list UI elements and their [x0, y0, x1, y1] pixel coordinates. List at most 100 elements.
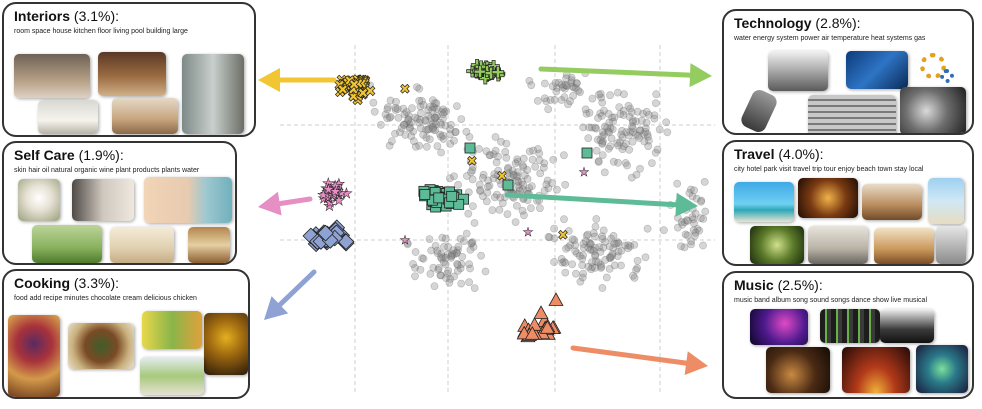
data-point [596, 247, 605, 256]
data-point [691, 231, 699, 240]
data-point [561, 84, 569, 93]
data-point [531, 162, 540, 171]
data-point [613, 252, 622, 260]
cluster-point [524, 326, 540, 340]
arrow-shaft [570, 345, 689, 366]
data-point [697, 196, 706, 205]
data-point [466, 157, 475, 165]
cluster-point: ★ [333, 187, 346, 203]
data-point [513, 172, 522, 180]
data-point [509, 170, 518, 179]
data-point [451, 127, 460, 136]
data-point [490, 170, 499, 178]
data-point [636, 126, 645, 135]
cluster-point: ✖ [359, 76, 371, 92]
data-point [428, 106, 437, 114]
cluster-point: ✖ [349, 77, 361, 93]
data-point [558, 80, 566, 89]
cluster-point: ✚ [491, 63, 504, 82]
data-point [545, 233, 554, 242]
data-point [466, 245, 475, 254]
data-point [376, 121, 385, 129]
data-point [540, 159, 549, 168]
data-point [422, 133, 431, 142]
data-point [621, 159, 630, 167]
data-point [673, 179, 682, 188]
data-point [601, 122, 609, 131]
topic-arrows [258, 63, 712, 375]
cluster-point: ★ [330, 183, 343, 199]
data-point [613, 88, 622, 97]
data-point [399, 120, 408, 129]
cluster-point: ✖ [352, 81, 364, 97]
cluster-point: ✚ [478, 59, 491, 78]
data-point [628, 137, 637, 146]
data-point [622, 139, 630, 148]
data-point [468, 238, 477, 246]
data-point [519, 180, 527, 189]
data-point [644, 142, 653, 151]
data-point [552, 87, 561, 96]
data-point [600, 106, 608, 115]
data-point [588, 123, 596, 132]
data-point [429, 122, 438, 131]
thumbnail-image [110, 227, 174, 263]
data-point [483, 182, 492, 191]
data-point [687, 240, 695, 249]
cluster-point: ✖ [347, 81, 359, 97]
cluster-point: ★ [322, 186, 335, 202]
data-point [444, 266, 453, 275]
cluster-point: ✖ [348, 90, 360, 106]
data-point [628, 118, 637, 127]
data-point [673, 223, 682, 232]
thumbnail-image [734, 182, 794, 222]
data-point [693, 225, 702, 233]
data-point [594, 157, 603, 165]
panel-travel: Travel (4.0%): city hotel park visit tra… [722, 140, 974, 266]
thumbnail-image [188, 227, 230, 263]
cluster-point: ✖ [353, 75, 365, 91]
panel-cooking: Cooking (3.3%): food add recipe minutes … [2, 269, 250, 399]
data-point [440, 108, 449, 117]
data-point [576, 277, 585, 286]
data-point [432, 104, 441, 113]
data-point [695, 226, 704, 235]
data-point [525, 147, 534, 156]
thumbnail-image [144, 177, 232, 223]
data-point [416, 102, 425, 111]
cluster-point: ✚ [473, 62, 486, 81]
data-point [572, 79, 581, 88]
cluster-point: ✖ [347, 83, 359, 99]
data-point [436, 271, 445, 280]
data-point [397, 124, 406, 133]
data-point [485, 151, 494, 159]
data-point [486, 151, 494, 160]
data-point [587, 265, 595, 274]
cluster-point [446, 190, 458, 202]
arrow-shaft [277, 269, 317, 308]
data-point [598, 139, 607, 148]
data-point [494, 166, 503, 175]
data-point [468, 202, 477, 210]
cluster-point [581, 147, 593, 159]
data-point [610, 261, 619, 270]
data-point [419, 254, 428, 263]
cluster-point: ★ [329, 184, 342, 200]
data-point [443, 250, 452, 259]
data-point [434, 265, 443, 274]
data-point [434, 264, 443, 272]
data-point [403, 240, 412, 249]
cluster-point: ✖ [356, 76, 368, 92]
cluster-point: ★ [322, 183, 335, 199]
data-point [400, 110, 409, 119]
data-point [431, 126, 440, 135]
data-point [614, 239, 623, 248]
thumbnail-image [38, 100, 98, 134]
data-point [424, 111, 433, 120]
data-point [560, 81, 569, 90]
data-point [453, 259, 462, 268]
data-point [462, 127, 471, 136]
data-point [573, 249, 581, 258]
topic-name: Cooking [14, 275, 70, 291]
data-point [423, 125, 432, 134]
